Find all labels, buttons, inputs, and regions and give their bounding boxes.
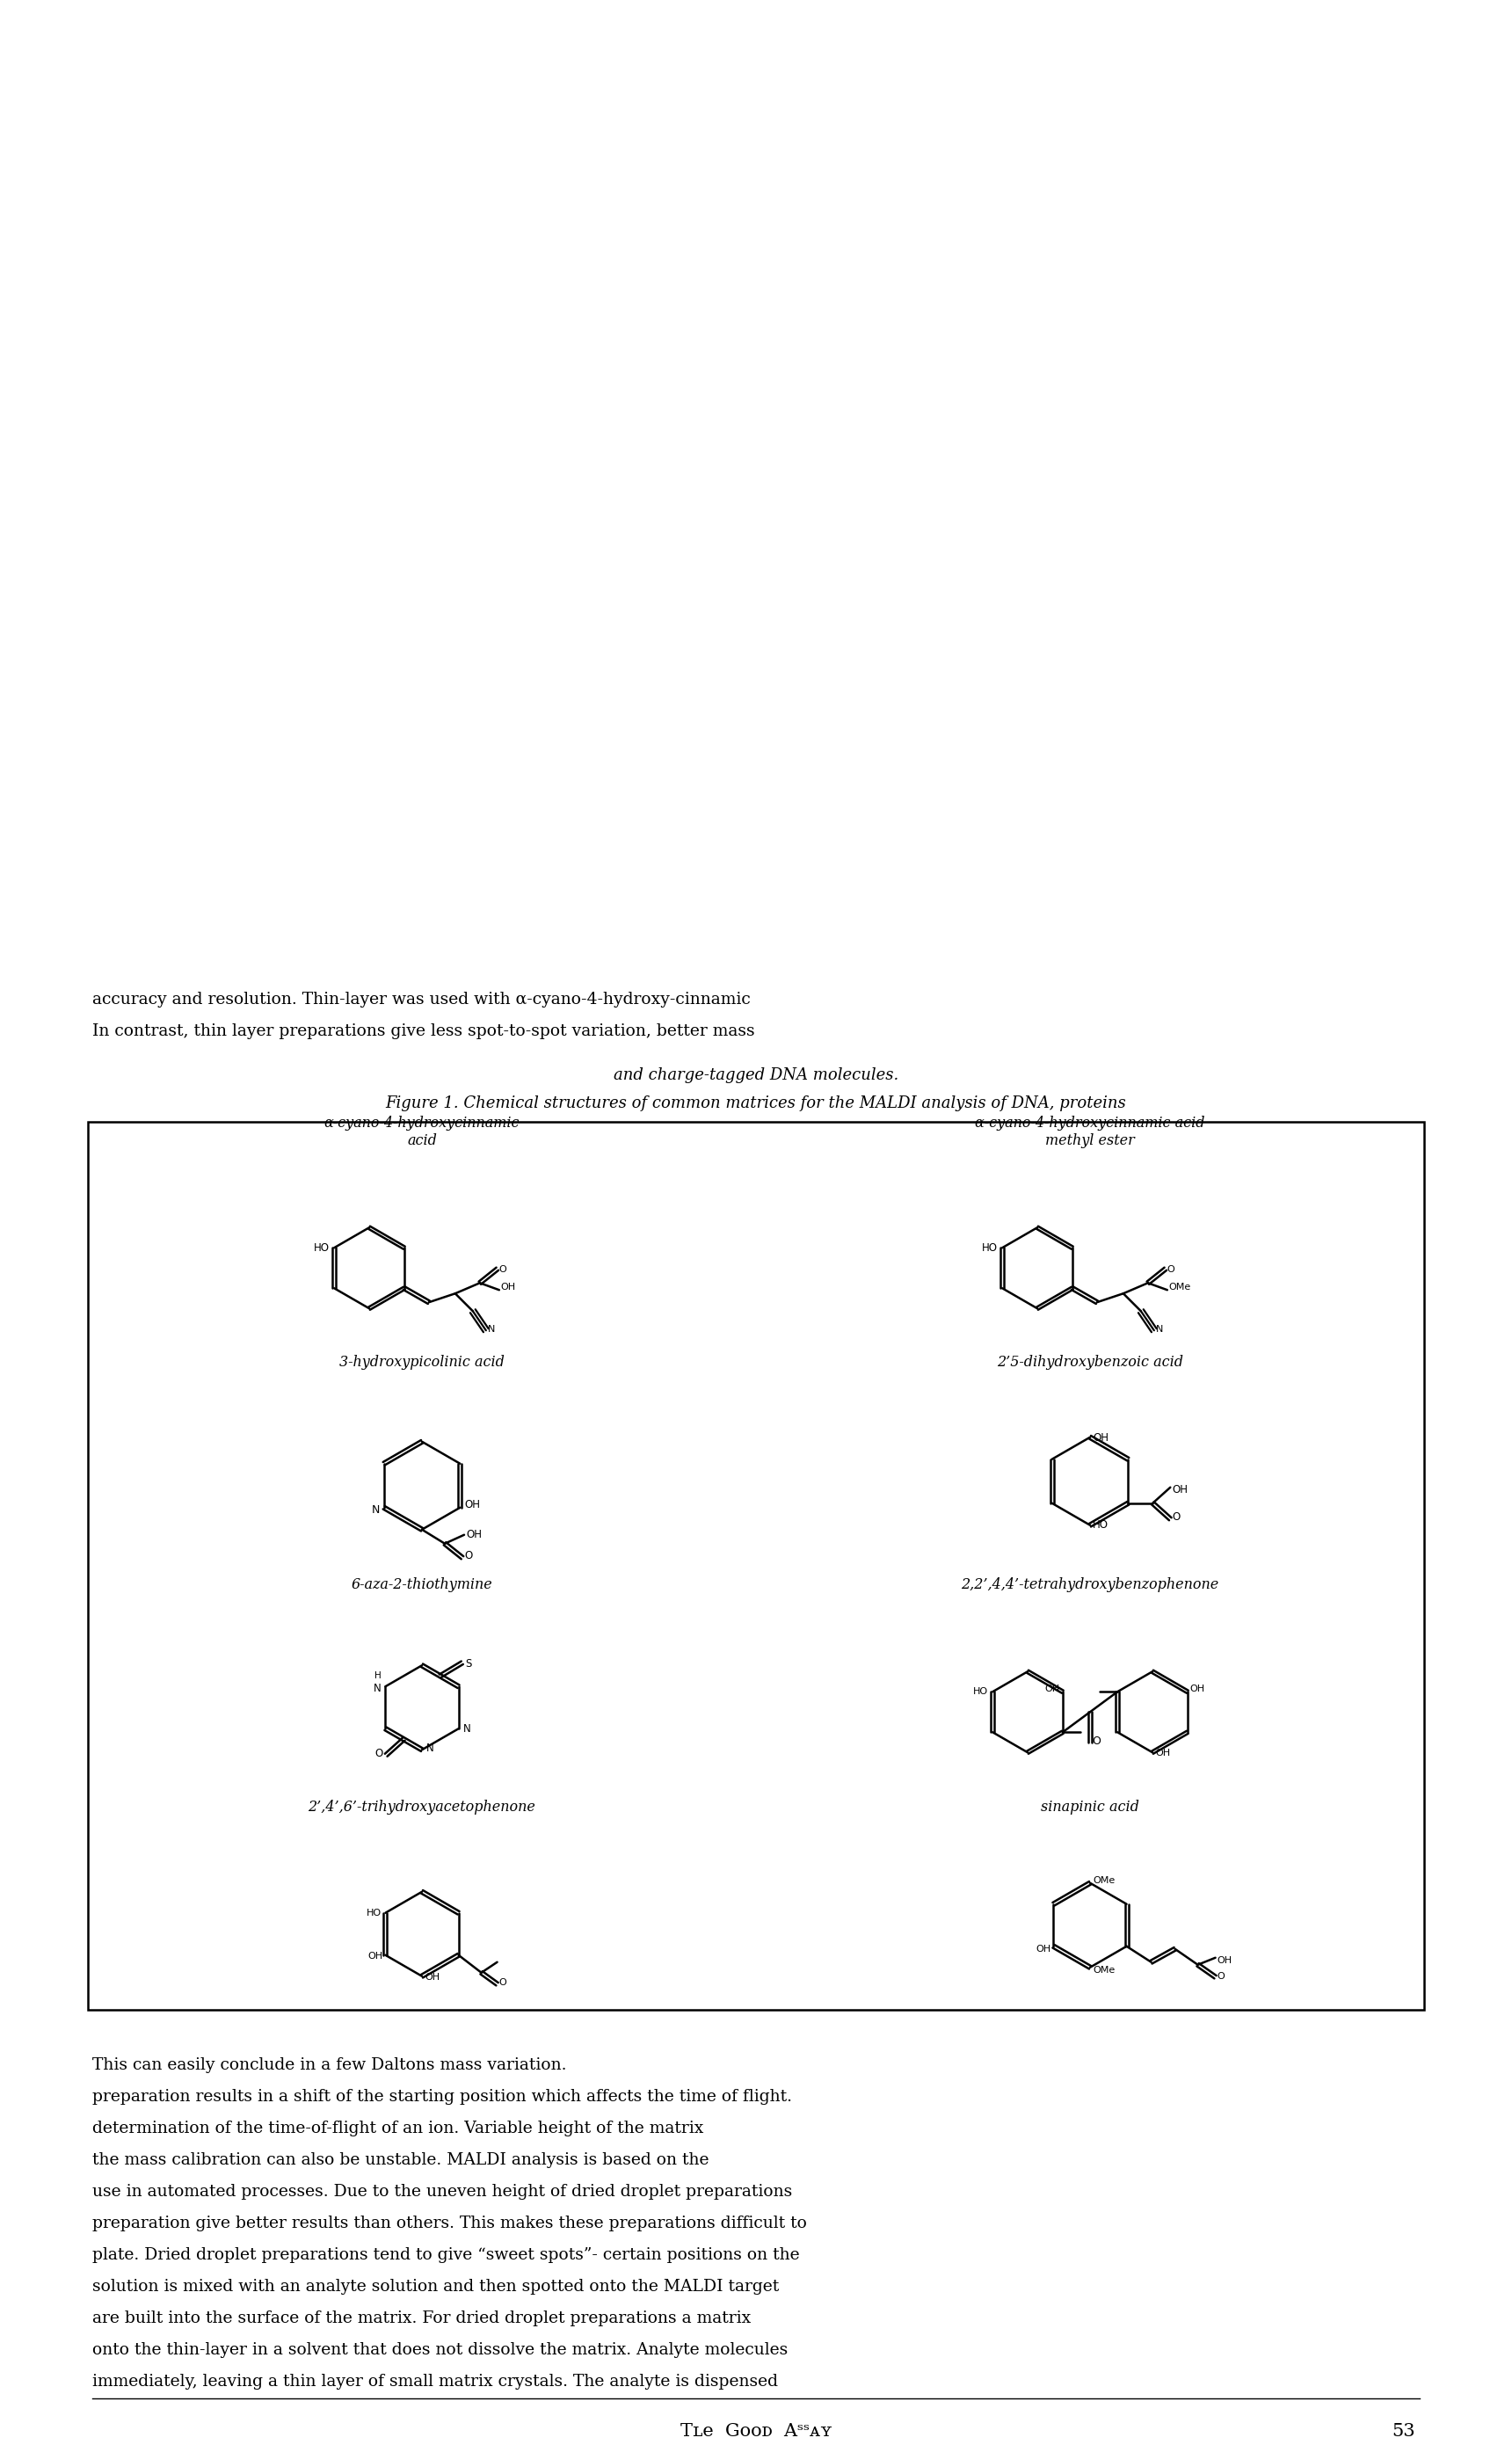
Text: N: N	[488, 1325, 494, 1335]
Text: O: O	[464, 1550, 472, 1562]
Text: onto the thin-layer in a solvent that does not dissolve the matrix. Analyte mole: onto the thin-layer in a solvent that do…	[92, 2342, 788, 2357]
Text: OH: OH	[1036, 1944, 1051, 1954]
Text: OH: OH	[1155, 1748, 1170, 1758]
Text: OH: OH	[1045, 1685, 1060, 1694]
Text: OH: OH	[367, 1951, 383, 1961]
Text: and charge-tagged DNA molecules.: and charge-tagged DNA molecules.	[614, 1068, 898, 1083]
Text: N: N	[426, 1743, 434, 1753]
Text: O: O	[1167, 1267, 1175, 1274]
Text: Figure 1. Chemical structures of common matrices for the MALDI analysis of DNA, : Figure 1. Chemical structures of common …	[386, 1095, 1126, 1112]
Text: α-cyano-4-hydroxycinnamic
acid: α-cyano-4-hydroxycinnamic acid	[324, 1115, 520, 1149]
Text: Tʟe  Gᴏᴏᴅ  Aˢˢᴀʏ: Tʟe Gᴏᴏᴅ Aˢˢᴀʏ	[680, 2423, 832, 2440]
Text: preparation give better results than others. This makes these preparations diffi: preparation give better results than oth…	[92, 2215, 807, 2232]
Text: O: O	[1092, 1736, 1101, 1748]
Text: sinapinic acid: sinapinic acid	[1040, 1800, 1139, 1814]
Text: N: N	[372, 1504, 380, 1516]
Text: OH: OH	[464, 1499, 481, 1511]
Text: 53: 53	[1393, 2423, 1415, 2440]
Text: O: O	[375, 1748, 383, 1760]
Text: 2’,4’,6’-trihydroxyacetophenone: 2’,4’,6’-trihydroxyacetophenone	[308, 1800, 535, 1814]
Text: OMe: OMe	[1093, 1875, 1114, 1885]
Text: N: N	[1155, 1325, 1163, 1335]
Text: HO: HO	[974, 1687, 989, 1697]
Bar	[88, 1122, 1424, 2010]
Text: OH: OH	[500, 1284, 516, 1291]
Text: accuracy and resolution. Thin-layer was used with α-cyano-4-hydroxy-cinnamic: accuracy and resolution. Thin-layer was …	[92, 993, 750, 1007]
Text: HO: HO	[1093, 1518, 1108, 1531]
Text: OH: OH	[1190, 1685, 1205, 1694]
Text: In contrast, thin layer preparations give less spot-to-spot variation, better ma: In contrast, thin layer preparations giv…	[92, 1024, 754, 1039]
Text: N: N	[463, 1724, 470, 1734]
Text: O: O	[1172, 1511, 1181, 1523]
Text: OH: OH	[1172, 1484, 1188, 1496]
Text: O: O	[499, 1267, 507, 1274]
Text: 3-hydroxypicolinic acid: 3-hydroxypicolinic acid	[339, 1355, 505, 1369]
Text: OH: OH	[1217, 1956, 1232, 1966]
Text: HO: HO	[983, 1242, 998, 1254]
Text: OMe: OMe	[1093, 1966, 1114, 1976]
Text: O: O	[1217, 1971, 1225, 1980]
Text: preparation results in a shift of the starting position which affects the time o: preparation results in a shift of the st…	[92, 2088, 792, 2105]
Text: OMe: OMe	[1169, 1284, 1191, 1291]
Text: H: H	[373, 1672, 381, 1680]
Text: solution is mixed with an analyte solution and then spotted onto the MALDI targe: solution is mixed with an analyte soluti…	[92, 2279, 779, 2296]
Text: 2,2’,4,4’-tetrahydroxybenzophenone: 2,2’,4,4’-tetrahydroxybenzophenone	[962, 1577, 1219, 1592]
Text: use in automated processes. Due to the uneven height of dried droplet preparatio: use in automated processes. Due to the u…	[92, 2183, 792, 2200]
Text: 6-aza-2-thiothymine: 6-aza-2-thiothymine	[351, 1577, 493, 1592]
Text: N: N	[373, 1682, 381, 1694]
Text: S: S	[464, 1658, 472, 1670]
Text: 2’5-dihydroxybenzoic acid: 2’5-dihydroxybenzoic acid	[996, 1355, 1184, 1369]
Text: immediately, leaving a thin layer of small matrix crystals. The analyte is dispe: immediately, leaving a thin layer of sma…	[92, 2374, 779, 2389]
Text: OH: OH	[425, 1973, 440, 1980]
Text: the mass calibration can also be unstable. MALDI analysis is based on the: the mass calibration can also be unstabl…	[92, 2152, 709, 2169]
Text: This can easily conclude in a few Daltons mass variation.: This can easily conclude in a few Dalton…	[92, 2056, 567, 2073]
Text: HO: HO	[367, 1910, 383, 1917]
Text: α-cyano-4-hydroxycinnamic acid
methyl ester: α-cyano-4-hydroxycinnamic acid methyl es…	[975, 1115, 1205, 1149]
Text: HO: HO	[314, 1242, 330, 1254]
Text: plate. Dried droplet preparations tend to give “sweet spots”- certain positions : plate. Dried droplet preparations tend t…	[92, 2247, 800, 2264]
Text: are built into the surface of the matrix. For dried droplet preparations a matri: are built into the surface of the matrix…	[92, 2311, 751, 2325]
Text: OH: OH	[466, 1528, 482, 1540]
Text: determination of the time-of-flight of an ion. Variable height of the matrix: determination of the time-of-flight of a…	[92, 2120, 703, 2137]
Text: O: O	[499, 1978, 507, 1988]
Text: OH: OH	[1093, 1433, 1108, 1443]
